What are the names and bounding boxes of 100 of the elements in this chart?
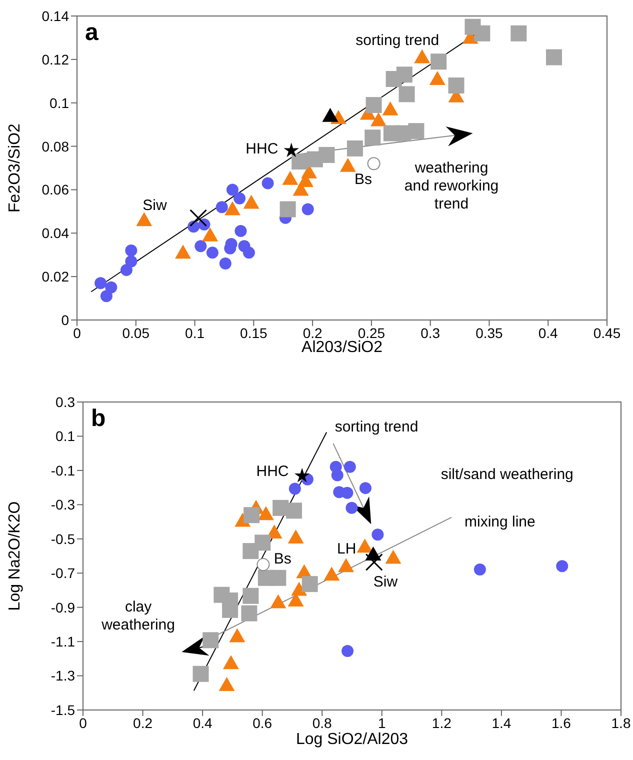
x-tick-label: 0.05 <box>122 324 150 341</box>
point <box>510 25 527 42</box>
point <box>448 77 464 94</box>
point <box>324 566 340 581</box>
point <box>382 101 398 116</box>
point <box>396 66 412 83</box>
x-tick-label: 0.3 <box>420 324 440 341</box>
point <box>242 543 259 560</box>
point <box>222 602 238 618</box>
point <box>342 644 354 657</box>
point <box>331 469 344 482</box>
point <box>270 570 286 586</box>
y-tick-label: 0.04 <box>42 225 70 242</box>
x-tick-label: 0.6 <box>252 714 272 731</box>
point <box>302 576 318 592</box>
point <box>226 184 238 196</box>
point <box>408 123 424 140</box>
point <box>372 528 384 541</box>
point <box>338 558 354 572</box>
point <box>322 108 338 122</box>
y-tick-label: -0.9 <box>50 599 76 616</box>
point <box>270 594 286 608</box>
point <box>385 550 402 564</box>
annotation: Bs <box>354 170 372 188</box>
point <box>359 482 372 494</box>
point <box>192 666 209 682</box>
point <box>262 177 274 190</box>
y-tick-label: 0 <box>61 312 70 328</box>
point <box>136 212 152 226</box>
point <box>364 130 381 146</box>
chart-title: b <box>91 405 106 432</box>
y-tick-label: 0.1 <box>50 94 70 111</box>
point <box>302 203 314 216</box>
point <box>218 677 235 692</box>
y-tick-label: -1.5 <box>50 702 76 718</box>
point <box>194 240 207 252</box>
point <box>346 502 358 514</box>
y-tick-label: -1.3 <box>50 668 76 684</box>
x-tick-label: 0.4 <box>538 324 558 341</box>
x-tick-label: 0.15 <box>240 324 268 341</box>
x-tick-label: 0.4 <box>192 714 212 731</box>
point <box>367 157 380 170</box>
annotation: HHC <box>256 462 289 480</box>
annotation: silt/sand weathering <box>440 466 574 484</box>
y-tick-label: -0.5 <box>50 530 76 547</box>
point <box>234 224 247 237</box>
point <box>430 54 447 70</box>
point <box>474 25 490 42</box>
point <box>356 538 373 553</box>
annotation: weathering and reworking trend <box>404 159 499 212</box>
annotation: mixing line <box>464 513 536 530</box>
y-tick-label: 0.3 <box>56 394 76 410</box>
point <box>100 290 112 302</box>
annotation: Bs <box>274 550 292 568</box>
annotation: clay weathering <box>100 598 175 634</box>
x-tick-label: 0.25 <box>358 324 386 341</box>
point <box>546 49 562 66</box>
point <box>202 227 218 242</box>
y-axis-title: Log Na2O/K2O <box>6 501 24 611</box>
x-tick-label: 1.6 <box>551 714 572 731</box>
point <box>292 153 308 170</box>
point <box>288 482 301 495</box>
x-tick-label: 1.2 <box>432 714 452 731</box>
point <box>341 486 354 499</box>
point <box>398 86 415 102</box>
point <box>370 112 387 126</box>
y-tick-label: -0.3 <box>50 496 76 513</box>
point <box>224 201 240 216</box>
x-tick-label: 0.8 <box>312 714 332 731</box>
point <box>256 558 270 572</box>
point <box>241 605 258 622</box>
y-tick-label: 0.06 <box>42 182 70 198</box>
point <box>340 158 356 172</box>
x-axis-title: Al203/SiO2 <box>302 339 383 356</box>
y-tick-label: 0.08 <box>42 138 70 154</box>
point <box>474 564 486 576</box>
point <box>318 146 335 163</box>
point <box>346 140 363 156</box>
point <box>242 246 255 259</box>
annotation: sorting trend <box>356 32 440 49</box>
point <box>414 49 430 64</box>
point <box>222 655 239 670</box>
x-axis-title: Log SiO2/Al203 <box>296 731 408 748</box>
y-axis-title: Fe2O3/SiO2 <box>6 123 24 212</box>
point <box>120 264 132 276</box>
point <box>125 244 138 257</box>
point <box>284 142 299 158</box>
annotation: HHC <box>246 140 278 158</box>
point <box>242 588 259 604</box>
point <box>243 194 260 209</box>
x-tick-label: 0 <box>79 714 88 731</box>
point <box>202 632 219 648</box>
x-tick-label: 1 <box>378 714 386 731</box>
x-tick-label: 0.35 <box>476 324 504 341</box>
point <box>365 553 383 571</box>
x-tick-label: 1.4 <box>492 714 512 731</box>
x-tick-label: 0.45 <box>593 324 621 341</box>
annotation: sorting trend <box>334 418 418 436</box>
x-tick-label: 0.2 <box>302 324 322 341</box>
point <box>244 507 260 524</box>
